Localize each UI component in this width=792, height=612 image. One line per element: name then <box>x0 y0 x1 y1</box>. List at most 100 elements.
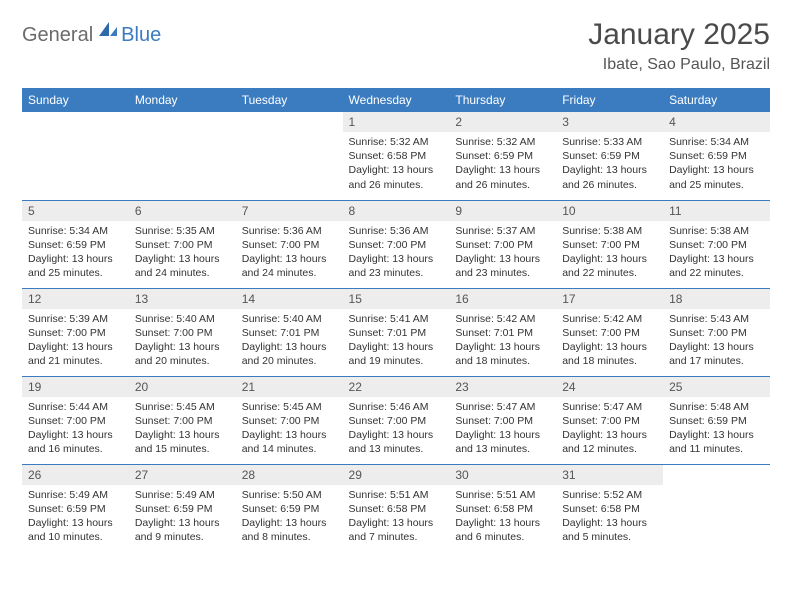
sunset-text: Sunset: 7:00 PM <box>135 414 230 428</box>
day-body: Sunrise: 5:44 AMSunset: 7:00 PMDaylight:… <box>22 397 129 463</box>
day-number: 12 <box>22 289 129 309</box>
sunset-text: Sunset: 7:00 PM <box>562 238 657 252</box>
day-number: 30 <box>449 465 556 485</box>
day-body: Sunrise: 5:34 AMSunset: 6:59 PMDaylight:… <box>22 221 129 287</box>
day-body: Sunrise: 5:49 AMSunset: 6:59 PMDaylight:… <box>22 485 129 551</box>
dayname-wed: Wednesday <box>343 88 450 112</box>
day-number: 1 <box>343 112 450 132</box>
daylight-text: Daylight: 13 hours and 26 minutes. <box>349 163 444 191</box>
day-cell <box>663 464 770 552</box>
sunset-text: Sunset: 7:00 PM <box>242 414 337 428</box>
day-body: Sunrise: 5:49 AMSunset: 6:59 PMDaylight:… <box>129 485 236 551</box>
sunrise-text: Sunrise: 5:37 AM <box>455 224 550 238</box>
day-body: Sunrise: 5:45 AMSunset: 7:00 PMDaylight:… <box>129 397 236 463</box>
sunset-text: Sunset: 7:01 PM <box>455 326 550 340</box>
day-number: 11 <box>663 201 770 221</box>
day-cell: 16Sunrise: 5:42 AMSunset: 7:01 PMDayligh… <box>449 288 556 376</box>
sunset-text: Sunset: 7:00 PM <box>28 326 123 340</box>
daylight-text: Daylight: 13 hours and 11 minutes. <box>669 428 764 456</box>
daylight-text: Daylight: 13 hours and 6 minutes. <box>455 516 550 544</box>
sunset-text: Sunset: 6:58 PM <box>562 502 657 516</box>
title-block: January 2025 Ibate, Sao Paulo, Brazil <box>588 18 770 74</box>
sunset-text: Sunset: 6:58 PM <box>455 502 550 516</box>
day-cell: 24Sunrise: 5:47 AMSunset: 7:00 PMDayligh… <box>556 376 663 464</box>
day-body: Sunrise: 5:37 AMSunset: 7:00 PMDaylight:… <box>449 221 556 287</box>
sunrise-text: Sunrise: 5:51 AM <box>349 488 444 502</box>
day-cell: 21Sunrise: 5:45 AMSunset: 7:00 PMDayligh… <box>236 376 343 464</box>
sunset-text: Sunset: 7:00 PM <box>455 238 550 252</box>
daylight-text: Daylight: 13 hours and 25 minutes. <box>28 252 123 280</box>
day-cell: 7Sunrise: 5:36 AMSunset: 7:00 PMDaylight… <box>236 200 343 288</box>
day-body: Sunrise: 5:40 AMSunset: 7:01 PMDaylight:… <box>236 309 343 375</box>
day-cell: 29Sunrise: 5:51 AMSunset: 6:58 PMDayligh… <box>343 464 450 552</box>
week-row: 1Sunrise: 5:32 AMSunset: 6:58 PMDaylight… <box>22 112 770 200</box>
sunrise-text: Sunrise: 5:40 AM <box>242 312 337 326</box>
day-cell: 9Sunrise: 5:37 AMSunset: 7:00 PMDaylight… <box>449 200 556 288</box>
day-cell: 28Sunrise: 5:50 AMSunset: 6:59 PMDayligh… <box>236 464 343 552</box>
day-number: 27 <box>129 465 236 485</box>
daylight-text: Daylight: 13 hours and 23 minutes. <box>349 252 444 280</box>
day-cell: 11Sunrise: 5:38 AMSunset: 7:00 PMDayligh… <box>663 200 770 288</box>
day-number <box>236 112 343 132</box>
day-body: Sunrise: 5:42 AMSunset: 7:00 PMDaylight:… <box>556 309 663 375</box>
sunset-text: Sunset: 7:00 PM <box>562 326 657 340</box>
daylight-text: Daylight: 13 hours and 22 minutes. <box>562 252 657 280</box>
header: General Blue January 2025 Ibate, Sao Pau… <box>22 18 770 74</box>
sunset-text: Sunset: 6:58 PM <box>349 502 444 516</box>
week-row: 26Sunrise: 5:49 AMSunset: 6:59 PMDayligh… <box>22 464 770 552</box>
day-body: Sunrise: 5:45 AMSunset: 7:00 PMDaylight:… <box>236 397 343 463</box>
daylight-text: Daylight: 13 hours and 14 minutes. <box>242 428 337 456</box>
week-row: 19Sunrise: 5:44 AMSunset: 7:00 PMDayligh… <box>22 376 770 464</box>
day-body: Sunrise: 5:34 AMSunset: 6:59 PMDaylight:… <box>663 132 770 198</box>
sunrise-text: Sunrise: 5:47 AM <box>562 400 657 414</box>
day-number: 8 <box>343 201 450 221</box>
daylight-text: Daylight: 13 hours and 18 minutes. <box>455 340 550 368</box>
day-number: 18 <box>663 289 770 309</box>
dayname-mon: Monday <box>129 88 236 112</box>
sunrise-text: Sunrise: 5:38 AM <box>562 224 657 238</box>
daylight-text: Daylight: 13 hours and 26 minutes. <box>562 163 657 191</box>
day-body: Sunrise: 5:51 AMSunset: 6:58 PMDaylight:… <box>449 485 556 551</box>
day-cell <box>22 112 129 200</box>
day-body: Sunrise: 5:41 AMSunset: 7:01 PMDaylight:… <box>343 309 450 375</box>
day-number: 14 <box>236 289 343 309</box>
day-body: Sunrise: 5:35 AMSunset: 7:00 PMDaylight:… <box>129 221 236 287</box>
sunrise-text: Sunrise: 5:44 AM <box>28 400 123 414</box>
sunrise-text: Sunrise: 5:32 AM <box>455 135 550 149</box>
sunrise-text: Sunrise: 5:36 AM <box>242 224 337 238</box>
daylight-text: Daylight: 13 hours and 13 minutes. <box>455 428 550 456</box>
day-cell: 5Sunrise: 5:34 AMSunset: 6:59 PMDaylight… <box>22 200 129 288</box>
sunset-text: Sunset: 7:00 PM <box>135 238 230 252</box>
sunset-text: Sunset: 7:00 PM <box>669 238 764 252</box>
day-cell: 10Sunrise: 5:38 AMSunset: 7:00 PMDayligh… <box>556 200 663 288</box>
day-number: 13 <box>129 289 236 309</box>
day-cell: 20Sunrise: 5:45 AMSunset: 7:00 PMDayligh… <box>129 376 236 464</box>
sunset-text: Sunset: 7:00 PM <box>242 238 337 252</box>
dayname-tue: Tuesday <box>236 88 343 112</box>
sunrise-text: Sunrise: 5:32 AM <box>349 135 444 149</box>
dayname-thu: Thursday <box>449 88 556 112</box>
sunrise-text: Sunrise: 5:42 AM <box>562 312 657 326</box>
sunset-text: Sunset: 6:59 PM <box>669 149 764 163</box>
sunrise-text: Sunrise: 5:34 AM <box>669 135 764 149</box>
day-number: 15 <box>343 289 450 309</box>
daylight-text: Daylight: 13 hours and 13 minutes. <box>349 428 444 456</box>
day-number: 9 <box>449 201 556 221</box>
day-body: Sunrise: 5:46 AMSunset: 7:00 PMDaylight:… <box>343 397 450 463</box>
sunrise-text: Sunrise: 5:43 AM <box>669 312 764 326</box>
day-number: 21 <box>236 377 343 397</box>
day-cell <box>236 112 343 200</box>
calendar-page: General Blue January 2025 Ibate, Sao Pau… <box>0 0 792 552</box>
sunrise-text: Sunrise: 5:47 AM <box>455 400 550 414</box>
day-number: 6 <box>129 201 236 221</box>
daylight-text: Daylight: 13 hours and 24 minutes. <box>135 252 230 280</box>
daylight-text: Daylight: 13 hours and 24 minutes. <box>242 252 337 280</box>
daylight-text: Daylight: 13 hours and 18 minutes. <box>562 340 657 368</box>
day-cell: 3Sunrise: 5:33 AMSunset: 6:59 PMDaylight… <box>556 112 663 200</box>
sunrise-text: Sunrise: 5:36 AM <box>349 224 444 238</box>
dayname-sun: Sunday <box>22 88 129 112</box>
sunrise-text: Sunrise: 5:33 AM <box>562 135 657 149</box>
sunrise-text: Sunrise: 5:38 AM <box>669 224 764 238</box>
sunrise-text: Sunrise: 5:49 AM <box>28 488 123 502</box>
sunset-text: Sunset: 7:00 PM <box>562 414 657 428</box>
